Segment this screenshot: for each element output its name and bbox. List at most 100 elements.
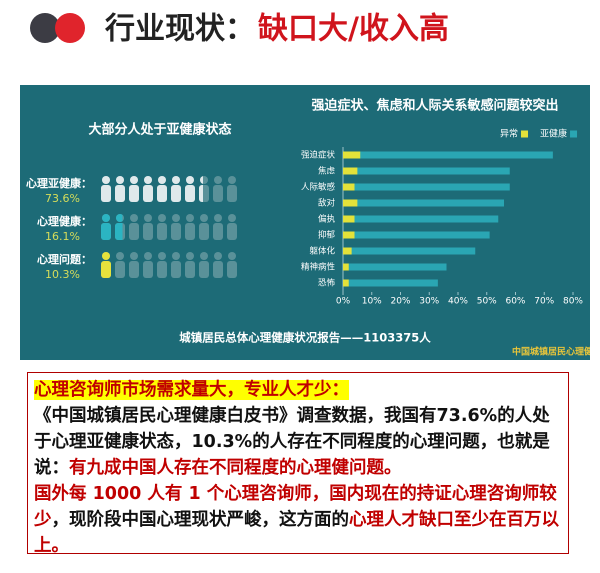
person-body [213,223,223,240]
person-head [130,252,138,260]
person-head [214,214,222,222]
text-box: 心理咨询师市场需求量大，专业人才少： 《中国城镇居民心理健康白皮书》调查数据，我… [27,372,569,556]
person-head [200,176,204,184]
person-body [101,223,111,240]
person-body [185,261,195,278]
person-head [130,214,138,222]
legend-swatch [521,130,529,138]
legend-label: 异常 [500,128,518,140]
text-segment: 有九成中国人存在不同程度的心理健问题。 [69,458,402,478]
person-head [102,176,110,184]
bar [343,199,504,207]
person-head [186,176,194,184]
person-head [186,214,194,222]
infographic-title: 大部分人处于亚健康状态 [88,122,231,138]
bar [343,279,349,287]
chart-title: 强迫症状、焦虑和人际关系敏感问题较突出 [311,98,558,114]
y-tick-label: 恐怖 [318,278,336,289]
person-head [214,252,222,260]
y-tick-label: 人际敏感 [301,182,336,193]
person-body [157,223,167,240]
legend-label: 亚健康 [540,128,567,140]
person-head [228,176,236,184]
text-heading: 心理咨询师市场需求量大，专业人才少： [34,380,349,400]
x-tick-label: 0% [336,297,351,307]
bar [343,167,358,175]
text-segment: 国外每 1000 人有 1 个心理咨询师，国内现在的持证心理咨询师较少 [34,484,557,530]
watermark: 中国城镇居民心理健康 [512,346,600,358]
person-body [199,261,209,278]
person-body [101,261,111,278]
person-body [129,223,139,240]
person-row [101,252,237,278]
person-body [171,185,181,202]
person-body [143,223,153,240]
person-body [227,223,237,240]
person-body [199,223,209,240]
y-tick-label: 精神病性 [301,262,336,273]
bar [343,247,476,255]
x-tick-label: 40% [448,297,468,307]
person-head [186,252,194,260]
bar [343,263,349,271]
row-label: 心理健康： [37,214,92,228]
person-head [102,214,110,222]
bar [343,183,355,191]
person-body [185,185,195,202]
slide-graphics: 行业现状： 缺口大/收入高 大部分人处于亚健康状态 强迫症状、焦虑和人际关系敏感… [20,12,600,360]
person-head [172,252,180,260]
person-head [144,214,152,222]
person-body [213,261,223,278]
person-body [171,223,181,240]
bar [343,167,510,175]
person-body [213,185,223,202]
x-tick-label: 50% [477,297,497,307]
row-value: 16.1% [45,230,80,243]
y-tick-label: 敌对 [318,198,336,209]
person-head [130,176,138,184]
person-head [116,214,123,222]
title-part1: 行业现状： [104,12,255,47]
person-body [143,261,153,278]
person-body [101,185,111,202]
y-tick-label: 抑郁 [318,230,336,241]
text-segment: 心理人才缺口至少在百万以上。 [34,510,559,556]
bar [343,215,499,223]
text-segment: 《中国城镇居民心理健康白皮书》调查数据，我国有73.6%的人处于心理亚健康状态，… [34,406,550,478]
row-label: 心理亚健康： [26,176,92,190]
person-body [199,185,204,202]
y-tick-label: 偏执 [318,214,336,225]
person-head [158,214,166,222]
deco-circle [55,13,85,43]
person-body [157,185,167,202]
person-highlight [101,176,204,202]
person-head [200,252,208,260]
x-tick-label: 60% [505,297,525,307]
y-tick-label: 焦虑 [318,166,336,177]
person-body [115,185,125,202]
person-head [228,252,236,260]
bar [343,199,358,207]
person-head [158,176,166,184]
person-body [129,185,139,202]
panel-footer: 城镇居民总体心理健康状况报告——1103375人 [179,331,431,345]
person-body [129,261,139,278]
x-tick-label: 20% [390,297,410,307]
bar [343,231,490,239]
row-value: 10.3% [45,268,80,281]
person-body [171,261,181,278]
x-tick-label: 70% [534,297,554,307]
person-body [185,223,195,240]
person-head [172,176,180,184]
x-tick-label: 80% [563,297,583,307]
person-head [172,214,180,222]
person-highlight [101,252,111,278]
bar [343,263,447,271]
bar [343,231,355,239]
bar [343,151,553,159]
paragraph: 《中国城镇居民心理健康白皮书》调查数据，我国有73.6%的人处于心理亚健康状态，… [34,403,562,481]
bar [343,215,355,223]
y-tick-label: 强迫症状 [301,150,336,161]
person-body [115,223,123,240]
